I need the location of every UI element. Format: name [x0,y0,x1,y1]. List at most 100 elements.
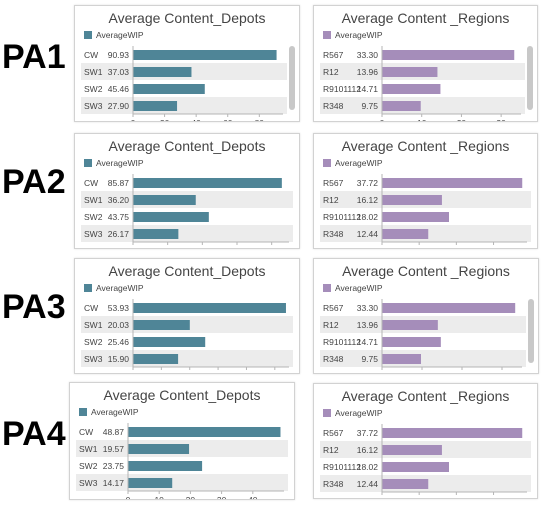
category-label: R9101112 [323,337,361,347]
chart-title: Average Content _Regions [341,138,510,154]
x-tick-label: 10 [414,496,424,498]
chart-title: Average Content_Depots [108,10,266,26]
bar [133,84,205,94]
value-label: 20.03 [108,320,130,330]
bar [128,427,281,437]
value-label: 14.17 [103,478,125,488]
chart-title: Average Content_Depots [108,263,266,279]
value-label: 15.90 [108,354,130,364]
x-tick-label: 30 [497,371,507,373]
x-tick-label: 20 [452,246,462,248]
legend-swatch [84,159,92,167]
bar [382,462,449,472]
bar [128,478,173,488]
bar [133,303,286,313]
value-label: 13.96 [357,67,379,77]
x-tick-label: 30 [489,496,499,498]
x-tick-label: 20 [185,371,195,373]
category-label: CW [84,303,98,313]
bar [382,354,421,364]
chart-legend: AverageWIP [323,30,383,40]
x-tick-label: 80 [267,246,277,248]
scrollbar[interactable] [527,46,533,110]
category-label: SW1 [79,444,98,454]
bar [133,354,179,364]
x-tick-label: 30 [213,371,223,373]
category-label: SW1 [84,195,103,205]
category-label: SW2 [84,337,103,347]
value-label: 36.20 [108,195,130,205]
chart-title: Average Content_Depots [108,138,266,154]
chart-title: Average Content _Regions [342,263,510,279]
category-label: SW3 [84,229,103,239]
category-label: R9101112 [323,462,361,472]
bar [382,50,515,60]
x-tick-label: 30 [489,246,499,248]
value-label: 37.03 [108,67,130,77]
value-label: 18.02 [357,212,379,222]
chart-legend: AverageWIP [323,408,383,418]
bar [382,212,449,222]
category-label: SW2 [84,84,103,94]
category-label: R567 [323,303,344,313]
x-tick-label: 0 [131,371,136,373]
chart-panel-pa1-regions: Average Content _Regions AverageWIP R567 33… [313,5,538,122]
bar [382,320,438,330]
bar [133,67,192,77]
value-label: 18.02 [357,462,379,472]
x-tick-label: 40 [191,118,201,121]
legend-label: AverageWIP [91,407,139,417]
x-tick-label: 40 [198,246,208,248]
bar [382,445,442,455]
bar-chart: CW 48.87 SW1 19.57 SW2 23.75 SW3 14.17 0 10 20 30 40 [76,423,288,499]
legend-label: AverageWIP [335,408,383,418]
chart-panel-pa4-depots: Average Content_Depots AverageWIP CW 48.87 S… [69,382,295,500]
value-label: 48.87 [103,427,125,437]
x-tick-label: 20 [160,118,170,121]
value-label: 27.90 [108,101,130,111]
category-label: R348 [323,229,344,239]
x-tick-label: 0 [131,118,136,121]
category-label: R12 [323,320,339,330]
chart-panel-pa3-regions: Average Content _Regions AverageWIP R567 33… [313,258,539,374]
x-tick-label: 10 [417,371,427,373]
value-label: 26.17 [108,229,130,239]
category-label: R567 [323,178,344,188]
value-label: 37.72 [357,178,379,188]
x-tick-label: 10 [414,246,424,248]
value-label: 12.44 [357,479,379,489]
bar-chart: CW 85.87 SW1 36.20 SW2 43.75 SW3 26.17 0 20 40 60 80 [81,174,293,248]
category-label: SW3 [84,354,103,364]
chart-panel-pa3-depots: Average Content_Depots AverageWIP CW 53.93 S… [74,258,300,374]
category-label: R567 [323,428,344,438]
x-tick-label: 0 [380,371,385,373]
x-tick-label: 60 [232,246,242,248]
value-label: 16.12 [357,445,379,455]
legend-swatch [84,31,92,39]
row-label-pa2: PA2 [2,163,66,201]
bar [133,178,282,188]
bar [382,101,421,111]
scrollbar[interactable] [289,46,295,110]
value-label: 9.75 [361,101,378,111]
x-tick-label: 0 [126,495,131,499]
chart-title: Average Content _Regions [341,10,510,26]
category-label: CW [79,427,93,437]
legend-label: AverageWIP [335,283,383,293]
chart-legend: AverageWIP [84,30,144,40]
bar [133,50,277,60]
value-label: 33.30 [357,303,379,313]
x-tick-label: 60 [223,118,233,121]
scrollbar[interactable] [528,299,534,363]
category-label: R348 [323,354,344,364]
bar [133,101,178,111]
value-label: 23.75 [103,461,125,471]
legend-swatch [323,284,331,292]
value-label: 16.12 [357,195,379,205]
legend-swatch [323,31,331,39]
value-label: 45.46 [108,84,130,94]
category-label: SW2 [79,461,98,471]
bar [382,229,429,239]
